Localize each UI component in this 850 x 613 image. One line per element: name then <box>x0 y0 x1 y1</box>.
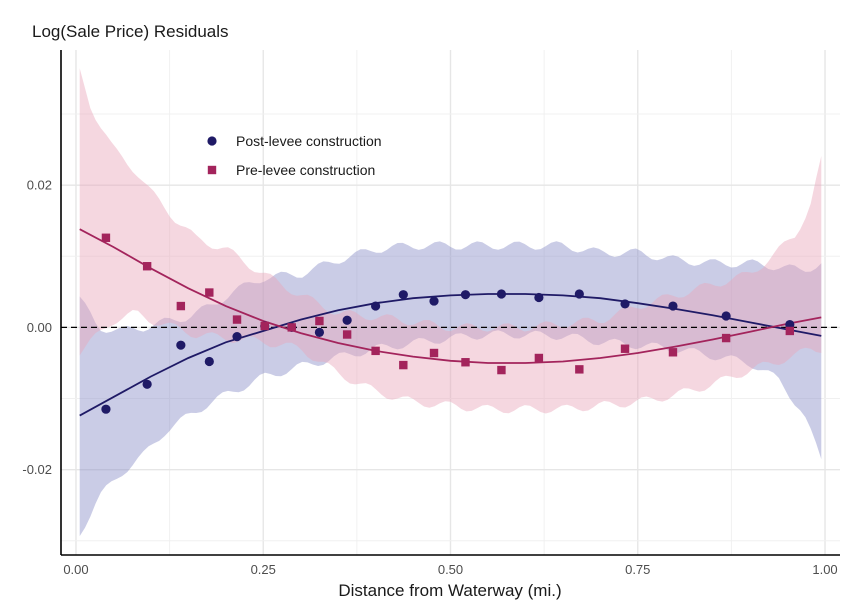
data-point-pre <box>232 315 242 324</box>
data-point-pre <box>461 358 470 367</box>
data-point-pre <box>287 323 296 332</box>
data-point-post <box>142 379 152 389</box>
data-point-pre <box>101 233 111 242</box>
legend-marker-post <box>207 136 217 146</box>
data-point-post <box>429 296 439 306</box>
confidence-band-post <box>79 241 822 537</box>
tick-labels: 0.00 0.25 0.50 0.75 1.00 -0.02 0.00 0.02 <box>22 178 837 577</box>
x-axis-title: Distance from Waterway (mi.) <box>338 581 561 600</box>
grid <box>61 50 840 555</box>
data-point-post <box>721 311 731 321</box>
data-point-pre <box>176 301 186 311</box>
data-point-pre <box>429 348 439 358</box>
data-point-pre <box>205 288 214 297</box>
data-point-pre <box>534 353 544 363</box>
data-point-post <box>668 301 678 311</box>
data-point-pre <box>315 316 324 326</box>
x-tick-label: 0.50 <box>438 562 463 577</box>
y-tick-label: -0.02 <box>22 462 52 477</box>
data-point-post <box>176 340 186 350</box>
legend-marker-pre <box>207 165 217 175</box>
axes <box>60 50 840 556</box>
data-point-post <box>204 356 214 367</box>
data-point-post <box>620 299 630 309</box>
data-point-pre <box>620 344 630 353</box>
data-point-pre <box>342 330 352 339</box>
data-point-post <box>574 289 584 299</box>
data-point-post <box>342 315 352 325</box>
data-point-post <box>534 292 544 303</box>
data-point-post <box>460 290 471 300</box>
x-tick-label: 0.25 <box>251 562 276 577</box>
data-point-post <box>398 290 408 300</box>
data-point-pre <box>497 365 506 375</box>
y-tick-label: 0.02 <box>27 178 52 193</box>
y-axis-title: Log(Sale Price) Residuals <box>32 22 229 41</box>
data-point-post <box>101 404 111 414</box>
y-tick-label: 0.00 <box>27 320 52 335</box>
data-point-pre <box>785 326 795 336</box>
data-point-pre <box>575 365 584 374</box>
data-point-post <box>370 301 381 311</box>
fit-line-pre <box>79 228 822 364</box>
legend-label-post: Post-levee construction <box>236 133 382 149</box>
x-tick-label: 0.75 <box>625 562 650 577</box>
fit-line-post <box>79 293 822 417</box>
data-point-post <box>232 332 242 342</box>
data-point-pre <box>260 321 269 331</box>
data-point-pre <box>399 360 408 370</box>
data-point-pre <box>668 348 678 357</box>
data-point-post <box>314 327 325 337</box>
data-point-pre <box>721 333 731 343</box>
data-points <box>101 233 795 414</box>
data-point-pre <box>371 346 380 356</box>
legend: Post-levee construction Pre-levee constru… <box>207 133 382 178</box>
x-tick-label: 0.00 <box>63 562 88 577</box>
x-tick-label: 1.00 <box>812 562 837 577</box>
fit-lines <box>79 228 822 417</box>
data-point-pre <box>142 262 152 271</box>
data-point-post <box>496 289 507 299</box>
legend-label-pre: Pre-levee construction <box>236 162 375 178</box>
